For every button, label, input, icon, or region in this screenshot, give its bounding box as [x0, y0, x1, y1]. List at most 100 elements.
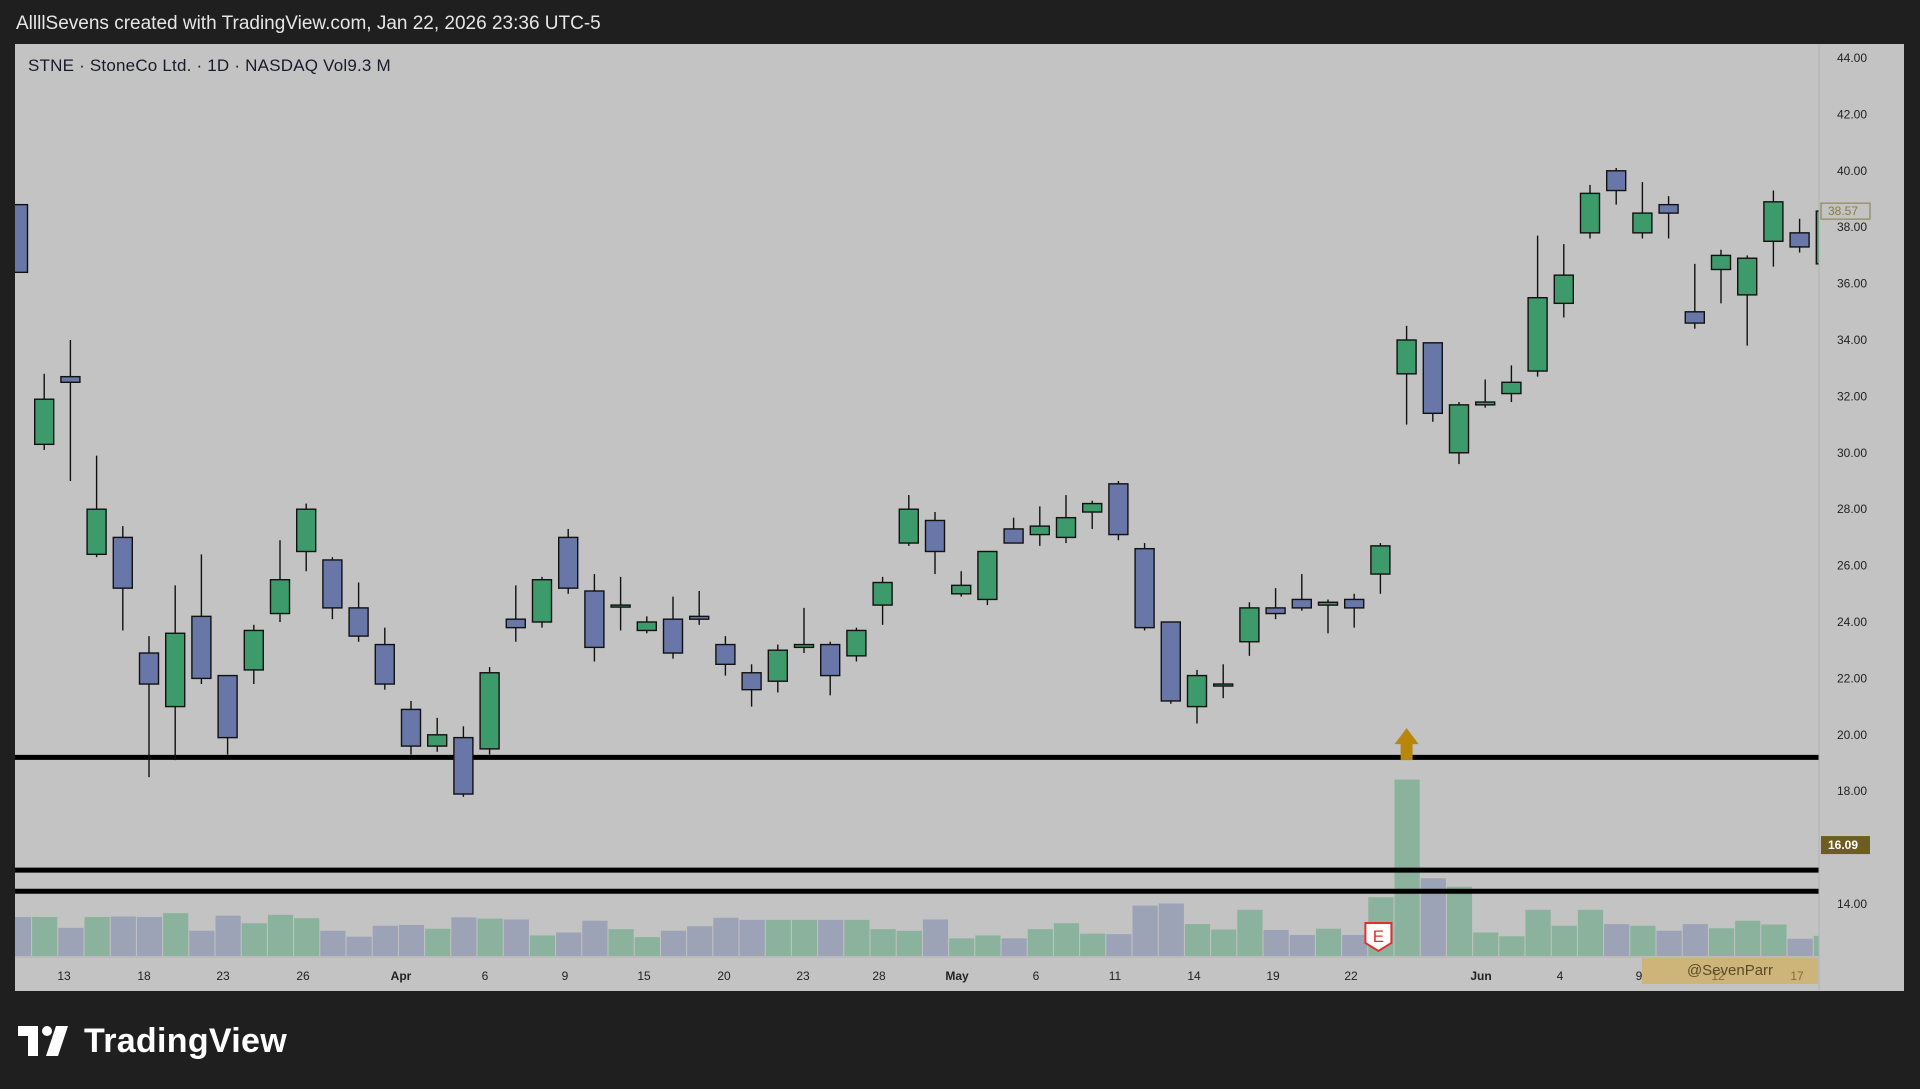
volume-bar	[844, 919, 870, 956]
volume-bar	[1001, 938, 1027, 956]
volume-bar	[739, 919, 765, 956]
time-tick-label: 23	[216, 969, 230, 983]
time-tick-label: 19	[1266, 969, 1280, 983]
price-tick-label: 36.00	[1837, 277, 1867, 291]
earnings-marker-icon	[1364, 922, 1393, 953]
tradingview-logo-icon	[18, 1026, 68, 1056]
candle-body	[767, 649, 788, 682]
ticker: STNE	[28, 56, 75, 75]
volume-bar	[1106, 934, 1132, 956]
candle-body	[269, 579, 291, 615]
time-tick-label: 20	[717, 969, 731, 983]
volume-bar	[1525, 909, 1551, 956]
price-tick-label: 38.00	[1837, 220, 1867, 234]
candle-body	[1527, 296, 1548, 372]
volume-bar	[1053, 923, 1080, 956]
volume-bar	[1315, 928, 1342, 956]
candle-body	[164, 632, 186, 708]
time-tick-label: 22	[1344, 969, 1358, 983]
volume-bar	[1080, 933, 1106, 956]
candle-body	[1579, 192, 1601, 234]
candle-body	[1422, 342, 1444, 415]
candle-body	[1736, 257, 1758, 296]
price-tick-label: 18.00	[1837, 784, 1867, 798]
candle-body	[1029, 525, 1050, 536]
last-price-badge	[1820, 202, 1871, 220]
volume-bar	[294, 918, 320, 956]
candle-body	[741, 672, 762, 691]
volume-bar	[1577, 909, 1604, 956]
price-tick-label: 24.00	[1837, 615, 1867, 629]
time-tick-label: 15	[637, 969, 651, 983]
volume-bar	[1027, 929, 1053, 956]
volume-bar	[1158, 903, 1184, 956]
volume-bar	[949, 938, 975, 956]
volume-bar	[1656, 930, 1682, 956]
volume-bar	[870, 929, 896, 956]
time-tick-label: 23	[796, 969, 810, 983]
time-tick-label: 14	[1187, 969, 1201, 983]
volume-bar	[582, 920, 608, 956]
candle-body	[1632, 212, 1653, 234]
price-axis-bg	[1819, 44, 1904, 991]
candle-body	[1212, 683, 1234, 687]
candle-body	[1343, 598, 1365, 609]
volume-bar	[1708, 928, 1735, 956]
price-tick-label: 40.00	[1837, 164, 1867, 178]
volume-bar	[451, 917, 477, 956]
candle-body	[558, 536, 579, 589]
candle-body	[1265, 607, 1286, 615]
price-tick-label: 26.00	[1837, 559, 1867, 573]
candle-body	[400, 708, 422, 747]
volume-bar	[189, 930, 215, 956]
candlestick-chart[interactable]: E 44.00 42.00 40.00 38.00 36.00 34.00 32.00 30.0…	[15, 44, 1904, 991]
volume-bar	[15, 916, 32, 956]
candle-body	[662, 618, 684, 654]
price-tick-label: 14.00	[1837, 897, 1867, 911]
candle-body	[15, 203, 29, 274]
volume-bar	[425, 928, 451, 956]
candle-body	[872, 581, 893, 606]
volume-bar	[372, 925, 398, 956]
candle-body	[1553, 274, 1575, 305]
company-name: StoneCo Ltd.	[89, 56, 192, 75]
tradingview-logo[interactable]: TradingView	[18, 1016, 287, 1066]
candle-body	[1055, 516, 1077, 539]
volume-bar	[556, 932, 582, 956]
volume-bar	[477, 918, 503, 956]
time-tick-label: 11	[1109, 969, 1122, 983]
volume-bar	[818, 919, 844, 956]
candle-body	[1396, 339, 1417, 375]
volume-bar	[241, 923, 267, 956]
candle-body	[243, 629, 265, 671]
candle-body	[793, 643, 815, 649]
time-tick-label: 18	[137, 969, 151, 983]
volume-bar	[687, 926, 713, 956]
logo-text: TradingView	[84, 1021, 287, 1060]
chart-panel[interactable]: E 44.00 42.00 40.00 38.00 36.00 34.00 32.00 30.0…	[15, 44, 1904, 991]
separator: ·	[234, 56, 241, 75]
price-tick-label: 44.00	[1837, 51, 1867, 65]
time-tick-label: Apr	[391, 969, 412, 983]
volume-bar	[713, 917, 739, 956]
candle-body	[296, 508, 317, 553]
level-price-label: 16.09	[1828, 838, 1858, 852]
volume-bar	[1237, 909, 1263, 956]
volume-bar	[32, 916, 58, 956]
time-tick-label: 13	[57, 969, 71, 983]
volume-bar	[110, 916, 136, 956]
arrow-up-icon	[1394, 728, 1419, 761]
candle-body	[217, 674, 238, 739]
volume-bar	[791, 919, 818, 956]
volume-readout: Vol9.3 M	[323, 56, 391, 75]
candle-body	[689, 615, 710, 620]
candle-body	[1474, 401, 1496, 406]
volume-bar	[267, 914, 294, 956]
volume-bar	[1761, 924, 1787, 956]
candle-body	[1710, 254, 1732, 271]
candle-body	[1370, 545, 1391, 575]
volume-bar	[896, 930, 922, 956]
time-tick-label: 28	[872, 969, 886, 983]
candle-body	[1658, 203, 1679, 214]
symbol-legend[interactable]: STNE · StoneCo Ltd. · 1D · NASDAQ Vol9.3…	[28, 56, 391, 76]
